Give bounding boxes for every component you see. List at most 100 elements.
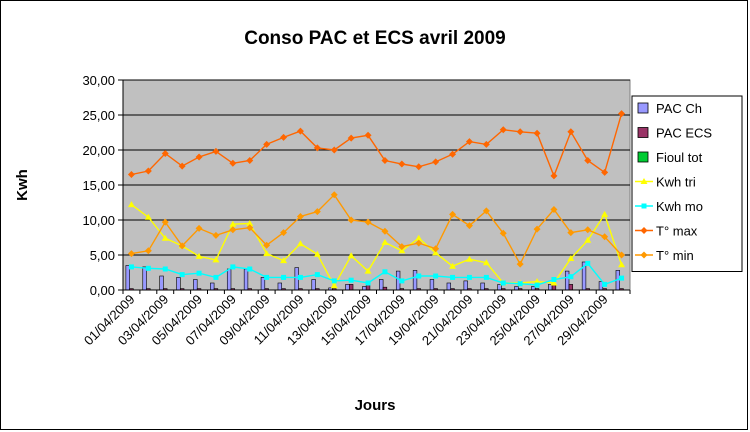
data-point xyxy=(263,250,271,257)
legend-label: Kwh mo xyxy=(656,199,703,214)
data-point xyxy=(619,275,625,281)
data-point xyxy=(449,262,457,269)
data-point xyxy=(465,138,473,146)
y-tick-label: 5,00 xyxy=(90,248,115,263)
data-point xyxy=(144,167,152,175)
bar xyxy=(277,282,282,291)
legend-box xyxy=(631,95,743,272)
series-kwh-mo xyxy=(128,260,625,288)
data-point xyxy=(500,280,506,286)
data-point xyxy=(640,178,648,184)
bar xyxy=(210,282,215,291)
data-point xyxy=(179,272,185,278)
data-point xyxy=(465,222,473,230)
data-point xyxy=(466,274,472,280)
data-point xyxy=(127,201,135,208)
data-point xyxy=(516,128,524,136)
data-point xyxy=(585,260,591,266)
series-kwh-tri xyxy=(127,201,626,289)
lines xyxy=(127,110,626,289)
data-point xyxy=(533,129,541,137)
data-point xyxy=(212,147,220,155)
y-tick-label: 0,00 xyxy=(90,283,115,298)
data-point xyxy=(212,256,220,263)
bar xyxy=(446,282,451,291)
data-point xyxy=(398,160,406,168)
data-point xyxy=(567,128,575,136)
data-point xyxy=(296,213,304,220)
data-point xyxy=(517,281,523,287)
data-point xyxy=(432,158,440,166)
bar xyxy=(193,279,198,291)
data-point xyxy=(195,224,203,232)
data-point xyxy=(127,250,135,258)
data-point xyxy=(128,264,134,270)
data-point xyxy=(196,270,202,276)
data-point xyxy=(618,110,626,118)
bar xyxy=(551,284,557,291)
data-point xyxy=(313,208,321,216)
bar xyxy=(568,284,574,291)
data-point xyxy=(482,259,490,266)
gridlines xyxy=(123,79,630,291)
data-point xyxy=(432,249,440,256)
data-point xyxy=(618,261,626,268)
data-point xyxy=(330,146,338,154)
bar xyxy=(379,279,384,291)
data-point xyxy=(415,234,423,241)
bar xyxy=(412,270,418,291)
series-line xyxy=(131,204,623,288)
data-point xyxy=(601,233,609,241)
data-point xyxy=(398,243,406,251)
y-tick-label: 25,00 xyxy=(82,108,115,123)
data-point xyxy=(482,140,490,148)
data-point xyxy=(567,229,575,237)
data-point xyxy=(499,126,507,134)
chart-title: Conso PAC et ECS avril 2009 xyxy=(244,28,506,49)
data-point xyxy=(365,280,371,286)
bar xyxy=(345,284,350,291)
legend-swatch xyxy=(637,151,649,163)
data-point xyxy=(602,281,608,287)
data-point xyxy=(246,157,254,164)
data-point xyxy=(482,207,490,215)
series-t-max xyxy=(127,110,626,180)
data-point xyxy=(296,127,304,135)
data-point xyxy=(364,218,372,226)
legend-swatch xyxy=(637,127,649,138)
data-point xyxy=(601,210,609,217)
y-tick-label: 15,00 xyxy=(82,178,115,193)
bar xyxy=(226,268,232,291)
bar xyxy=(362,286,367,291)
data-point xyxy=(230,264,236,270)
data-point xyxy=(516,260,524,268)
data-point xyxy=(567,255,575,261)
bar xyxy=(429,279,435,291)
data-point xyxy=(465,255,473,262)
data-point xyxy=(280,229,288,237)
legend-label: PAC ECS xyxy=(656,126,712,141)
data-point xyxy=(433,273,439,279)
data-point xyxy=(246,224,254,232)
data-point xyxy=(263,140,271,148)
data-point xyxy=(450,274,456,280)
data-point xyxy=(280,133,288,141)
data-point xyxy=(568,274,574,280)
data-point xyxy=(584,236,592,243)
data-point xyxy=(381,157,389,164)
data-point xyxy=(296,240,304,247)
data-point xyxy=(314,272,320,278)
data-point xyxy=(533,225,541,233)
bar xyxy=(514,286,519,291)
data-point xyxy=(347,134,355,142)
data-point xyxy=(145,265,151,271)
data-point xyxy=(247,266,253,272)
x-axis-title: Jours xyxy=(355,397,396,414)
bar xyxy=(463,280,468,291)
data-point xyxy=(415,239,423,247)
data-point xyxy=(550,279,558,286)
data-point xyxy=(144,213,152,220)
y-tick-label: 20,00 xyxy=(82,143,115,158)
data-point xyxy=(330,191,338,199)
